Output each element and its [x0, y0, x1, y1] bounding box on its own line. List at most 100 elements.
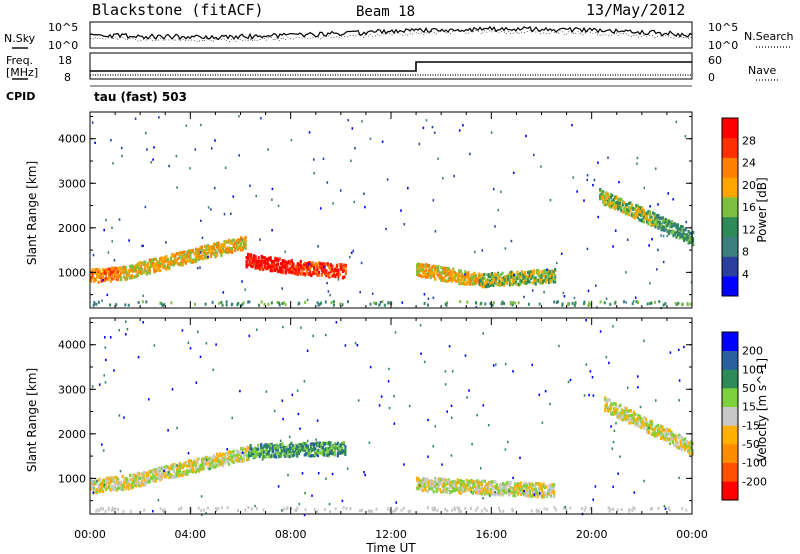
- echo-cell: [673, 437, 676, 441]
- echo-cell: [241, 240, 244, 244]
- echo-cell: [486, 278, 489, 282]
- echo-cell: [422, 263, 425, 267]
- echo-cell: [672, 234, 675, 238]
- echo-cell: [109, 267, 112, 272]
- echo-cell: [617, 207, 620, 211]
- echo-cell: [178, 464, 181, 468]
- echo-cell: [320, 273, 323, 277]
- echo-cell: [493, 272, 496, 276]
- echo-cell: [545, 277, 548, 281]
- echo-cell: [141, 479, 144, 484]
- ground-scatter-cell: [250, 507, 253, 511]
- echo-cell: [546, 278, 549, 282]
- sparse-echo-cell: [657, 248, 659, 252]
- echo-cell: [150, 469, 153, 473]
- echo-cell: [294, 451, 297, 456]
- ground-scatter-cell: [278, 301, 281, 305]
- echo-cell: [292, 266, 295, 270]
- ground-scatter-cell: [573, 303, 576, 307]
- ground-scatter-cell: [538, 302, 541, 306]
- echo-cell: [492, 479, 495, 484]
- echo-cell: [133, 265, 136, 269]
- echo-cell: [599, 197, 602, 201]
- echo-cell: [515, 486, 518, 490]
- x-tick-label: 08:00: [275, 528, 307, 541]
- sparse-echo-cell: [145, 131, 147, 135]
- echo-cell: [626, 211, 629, 215]
- echo-cell: [133, 477, 136, 481]
- echo-cell: [634, 418, 637, 422]
- echo-cell: [228, 455, 231, 460]
- echo-cell: [542, 270, 545, 274]
- sparse-echo-cell: [298, 502, 301, 506]
- echo-cell: [682, 438, 685, 442]
- echo-cell: [129, 478, 132, 482]
- echo-cell: [660, 224, 663, 228]
- velocity-colorbar-label: Velocity [m s^-1]: [755, 358, 769, 462]
- echo-cell: [293, 445, 296, 449]
- echo-cell: [323, 262, 326, 266]
- echo-cell: [120, 481, 123, 485]
- echo-cell: [518, 489, 521, 493]
- echo-cell: [202, 250, 205, 254]
- echo-cell: [342, 440, 345, 445]
- sparse-echo-cell: [446, 410, 448, 413]
- echo-cell: [221, 246, 225, 250]
- echo-cell: [652, 431, 655, 435]
- sparse-echo-cell: [92, 491, 95, 494]
- sparse-echo-cell: [504, 448, 507, 451]
- ground-scatter-cell: [400, 508, 403, 512]
- echo-cell: [177, 464, 180, 468]
- echo-cell: [432, 272, 435, 276]
- echo-cell: [494, 486, 497, 490]
- echo-cell: [336, 451, 339, 455]
- echo-cell: [206, 243, 210, 248]
- echo-cell: [496, 272, 500, 276]
- echo-cell: [150, 260, 153, 265]
- echo-cell: [452, 267, 455, 271]
- sparse-echo-cell: [96, 480, 98, 483]
- echo-cell: [523, 279, 527, 283]
- echo-cell: [648, 215, 652, 219]
- echo-cell: [205, 462, 208, 466]
- echo-cell: [287, 448, 290, 452]
- echo-cell: [613, 411, 616, 415]
- echo-cell: [482, 479, 485, 483]
- ground-scatter-cell: [587, 304, 590, 307]
- echo-cell: [165, 259, 168, 263]
- echo-cell: [687, 230, 690, 234]
- sparse-echo-cell: [102, 279, 104, 282]
- echo-cell: [600, 190, 603, 194]
- echo-cell: [461, 487, 464, 491]
- echo-cell: [537, 269, 540, 273]
- echo-cell: [428, 482, 431, 486]
- echo-cell: [527, 275, 530, 279]
- echo-cell: [483, 282, 486, 286]
- echo-cell: [326, 274, 329, 278]
- sparse-echo-cell: [361, 120, 363, 123]
- echo-cell: [229, 454, 232, 458]
- echo-cell: [435, 269, 438, 273]
- echo-cell: [148, 271, 151, 275]
- echo-cell: [489, 488, 492, 492]
- echo-cell: [486, 487, 489, 491]
- echo-cell: [489, 482, 492, 486]
- ground-scatter-cell: [206, 506, 209, 510]
- echo-cell: [112, 276, 115, 281]
- echo-cell: [250, 256, 253, 261]
- sparse-echo-cell: [152, 158, 154, 161]
- echo-cell: [190, 260, 193, 264]
- sparse-echo-cell: [464, 354, 467, 357]
- echo-cell: [471, 275, 474, 279]
- ground-scatter-cell: [392, 509, 395, 513]
- echo-cell: [658, 430, 661, 434]
- sparse-echo-cell: [662, 260, 665, 264]
- ground-scatter-cell: [499, 509, 502, 513]
- echo-cell: [419, 273, 422, 277]
- echo-cell: [485, 482, 488, 486]
- echo-cell: [235, 453, 238, 457]
- sparse-echo-cell: [427, 418, 429, 422]
- echo-cell: [542, 280, 545, 284]
- echo-cell: [142, 483, 145, 487]
